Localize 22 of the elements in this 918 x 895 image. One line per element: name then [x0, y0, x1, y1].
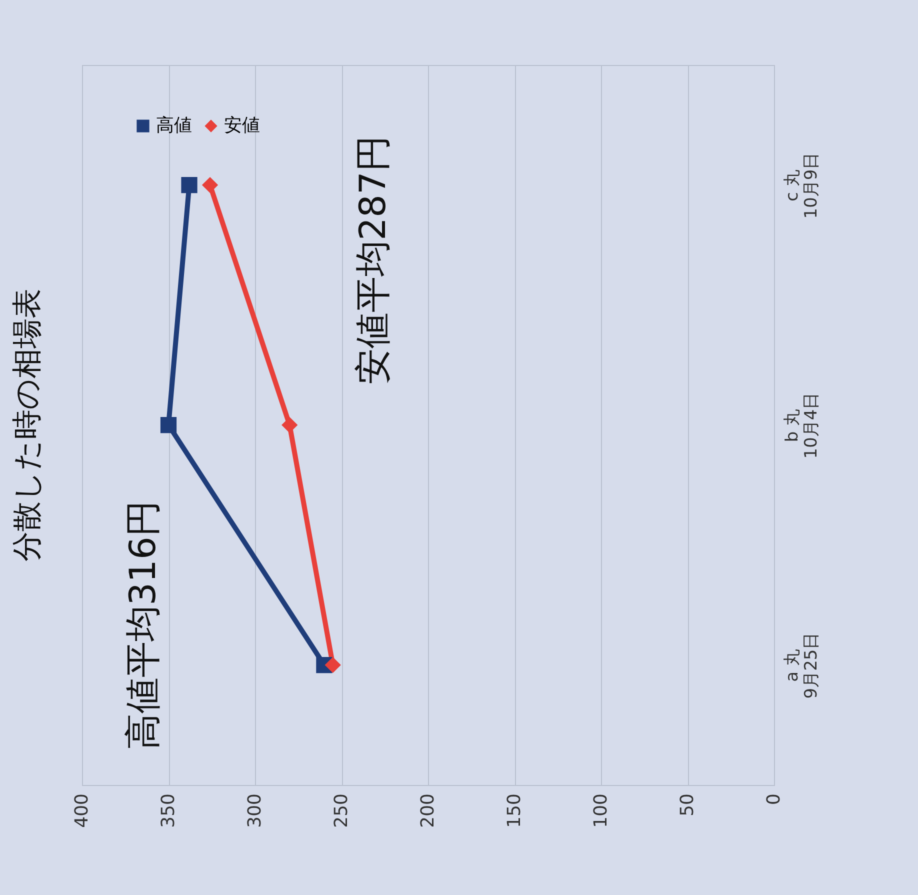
x-tick-label: 150	[504, 794, 525, 828]
y-tick-label: a 丸 9月25日	[782, 632, 822, 699]
y-tick-label: c 丸 10月9日	[782, 152, 822, 219]
point	[160, 416, 177, 434]
text: 分散した時の相場表	[10, 288, 45, 562]
x-tick-label: 200	[418, 794, 438, 828]
point	[282, 416, 298, 434]
x-tick-label: 250	[331, 794, 352, 828]
y-tick-label: b 丸 10月4日	[782, 392, 822, 459]
legend-label: 安値	[224, 115, 260, 136]
x-tick-label: 0	[764, 794, 784, 805]
point	[181, 176, 198, 194]
legend-label: 高値	[156, 115, 192, 136]
point	[324, 656, 341, 674]
annotation: 安値平均287円	[353, 136, 394, 384]
x-tick-label: 400	[72, 794, 92, 828]
x-tick-label: 100	[590, 794, 612, 828]
point	[202, 176, 218, 194]
x-tick-label: 350	[158, 794, 179, 828]
x-tick-label: 300	[244, 794, 266, 828]
annotation: 高値平均316円	[123, 500, 164, 750]
x-tick-label: 50	[677, 794, 698, 816]
